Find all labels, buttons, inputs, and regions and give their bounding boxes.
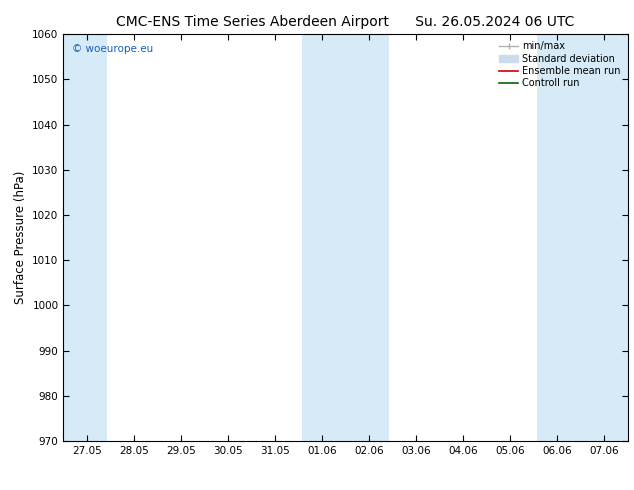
Title: CMC-ENS Time Series Aberdeen Airport      Su. 26.05.2024 06 UTC: CMC-ENS Time Series Aberdeen Airport Su.… [117, 15, 574, 29]
Y-axis label: Surface Pressure (hPa): Surface Pressure (hPa) [14, 171, 27, 304]
Bar [302, 34, 389, 441]
Legend: min/max, Standard deviation, Ensemble mean run, Controll run: min/max, Standard deviation, Ensemble me… [497, 39, 623, 90]
Bar [63, 34, 107, 441]
Text: © woeurope.eu: © woeurope.eu [72, 45, 153, 54]
Bar [538, 34, 628, 441]
